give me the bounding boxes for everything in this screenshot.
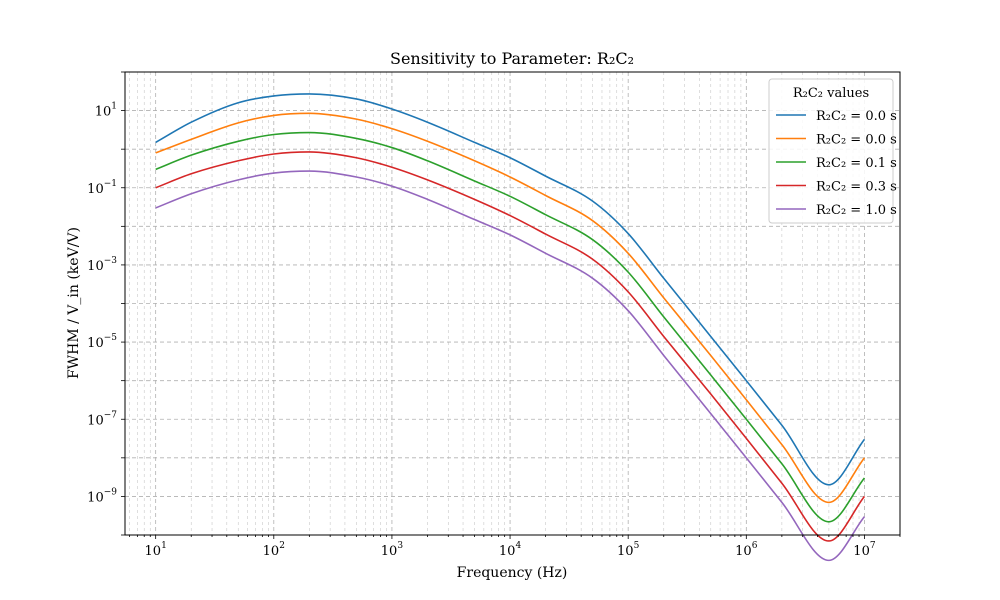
y-tick-base: 10 — [87, 182, 104, 197]
x-tick-label: 102 — [263, 541, 285, 559]
x-tick-exponent: 5 — [634, 541, 640, 551]
series-line-2 — [155, 112, 866, 504]
x-tick-base: 10 — [853, 544, 870, 559]
y-tick-exponent: −9 — [104, 487, 118, 497]
x-tick-exponent: 6 — [752, 541, 758, 551]
legend-label: R₂C₂ = 0.0 s — [816, 133, 897, 148]
x-tick-label: 105 — [617, 541, 640, 559]
series-group — [155, 93, 866, 562]
y-tick-base: 10 — [87, 259, 104, 274]
x-tick-exponent: 2 — [279, 541, 285, 551]
x-tick-label: 103 — [381, 541, 404, 559]
legend-label: R₂C₂ = 0.3 s — [816, 180, 897, 195]
x-tick-base: 10 — [617, 544, 634, 559]
series-line-5 — [155, 170, 866, 562]
legend-label: R₂C₂ = 1.0 s — [816, 203, 897, 218]
y-tick-base: 10 — [87, 336, 104, 351]
x-tick-base: 10 — [263, 544, 280, 559]
x-tick-label: 107 — [853, 541, 876, 559]
x-tick-base: 10 — [499, 544, 516, 559]
y-tick-base: 10 — [87, 490, 104, 505]
x-tick-base: 10 — [735, 544, 752, 559]
x-tick-exponent: 3 — [397, 541, 403, 551]
series-line-3 — [155, 131, 866, 523]
series-line-4 — [155, 151, 866, 542]
x-tick-exponent: 7 — [870, 541, 876, 551]
y-tick-exponent: 1 — [111, 102, 117, 112]
y-tick-base: 10 — [95, 105, 112, 120]
x-tick-exponent: 4 — [515, 541, 521, 551]
y-tick-base: 10 — [87, 413, 104, 428]
x-tick-label: 106 — [735, 541, 758, 559]
y-tick-label: 10−9 — [87, 487, 117, 505]
x-tick-exponent: 1 — [161, 541, 167, 551]
y-axis-label: FWHM / V_in (keV/V) — [66, 227, 82, 379]
y-tick-label: 10−3 — [87, 256, 117, 274]
axis-ticks: 101 102 103 104 105 106 10710110−110−310−510−7… — [87, 71, 901, 559]
x-tick-base: 10 — [145, 544, 162, 559]
y-tick-label: 101 — [95, 102, 117, 120]
chart-title: Sensitivity to Parameter: R₂C₂ — [390, 49, 634, 68]
y-tick-label: 10−7 — [87, 410, 117, 428]
x-axis-label: Frequency (Hz) — [457, 565, 568, 581]
legend-label: R₂C₂ = 0.0 s — [816, 109, 897, 124]
legend-entries: R₂C₂ = 0.0 s R₂C₂ = 0.0 s R₂C₂ = 0.1 s R₂C₂… — [776, 109, 897, 218]
legend-title: R₂C₂ values — [793, 86, 869, 101]
y-tick-exponent: −5 — [104, 333, 118, 343]
x-tick-label: 101 — [145, 541, 167, 559]
y-tick-label: 10−1 — [87, 179, 117, 197]
y-tick-label: 10−5 — [87, 333, 117, 351]
x-tick-base: 10 — [381, 544, 398, 559]
y-tick-exponent: −7 — [104, 410, 118, 420]
legend-label: R₂C₂ = 0.1 s — [816, 156, 897, 171]
y-tick-exponent: −3 — [104, 256, 118, 266]
y-tick-exponent: −1 — [104, 179, 117, 189]
series-line-1 — [155, 93, 866, 486]
x-tick-label: 104 — [499, 541, 522, 559]
